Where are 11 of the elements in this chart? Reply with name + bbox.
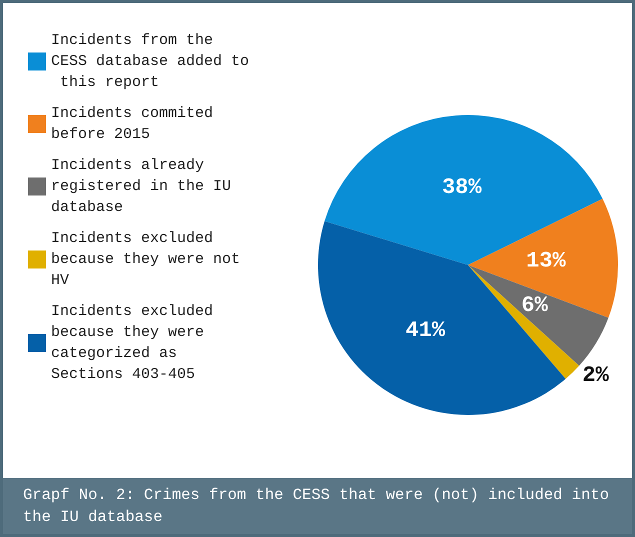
data-label: 6% xyxy=(521,293,549,318)
data-label: 41% xyxy=(405,318,446,343)
data-label: 38% xyxy=(442,174,482,200)
legend-label: Incidents excluded because they were categorized as Sections 403-405 xyxy=(51,303,222,383)
data-label: 13% xyxy=(526,248,567,274)
text: Grapf No. 2: Crimes from the CESS that were (not) included into the IU database xyxy=(3,478,632,534)
legend-label: Incidents already registered in the IU database xyxy=(51,157,240,216)
data-label: 2% xyxy=(582,362,610,388)
legend-label: Incidents from the CESS database added to this report xyxy=(51,32,250,91)
legend-label: Incidents excluded because they were not HV xyxy=(51,230,250,289)
legend-label: Incidents commited before 2015 xyxy=(51,105,222,143)
